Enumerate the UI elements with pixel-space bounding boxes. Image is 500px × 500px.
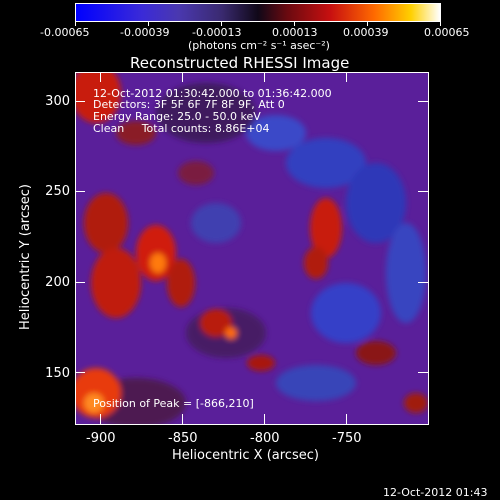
x-tick-label: -850: [168, 431, 198, 446]
rhessi-image-canvas: [76, 73, 428, 424]
info-algorithm: Clean Total counts: 8.86E+04: [93, 122, 270, 135]
x-axis-title: Heliocentric X (arcsec): [172, 448, 319, 463]
colorbar-tick-label: 0.00013: [272, 26, 318, 39]
x-tick-label: -750: [332, 431, 362, 446]
rhessi-image: [76, 73, 428, 424]
axes-frame: [75, 72, 429, 425]
info-detectors: Detectors: 3F 5F 6F 7F 8F 9F, Att 0: [93, 98, 285, 111]
y-tick-label: 150: [45, 366, 70, 381]
colorbar-units: (photons cm⁻² s⁻¹ asec⁻²): [188, 39, 330, 52]
info-energy: Energy Range: 25.0 - 50.0 keV: [93, 110, 261, 123]
timestamp: 12-Oct-2012 01:43: [383, 486, 488, 499]
x-tick-label: -900: [86, 431, 116, 446]
colorbar-tick-label: -0.00013: [192, 26, 242, 39]
y-tick-label: 250: [45, 184, 70, 199]
colorbar-tick-label: 0.00039: [343, 26, 389, 39]
colorbar-tick-label: 0.00065: [424, 26, 470, 39]
y-tick-label: 300: [45, 94, 70, 109]
y-axis-title: Heliocentric Y (arcsec): [18, 184, 33, 330]
colorbar-tick-label: -0.00039: [120, 26, 170, 39]
y-tick-label: 200: [45, 275, 70, 290]
colorbar-tick-marks: [75, 21, 441, 27]
peak-position: Position of Peak = [-866,210]: [93, 397, 254, 410]
colorbar: [75, 3, 441, 22]
colorbar-tick-label: -0.00065: [40, 26, 90, 39]
plot-title: Reconstructed RHESSI Image: [130, 54, 350, 72]
x-tick-label: -800: [250, 431, 280, 446]
info-time: 12-Oct-2012 01:30:42.000 to 01:36:42.000: [93, 87, 332, 100]
